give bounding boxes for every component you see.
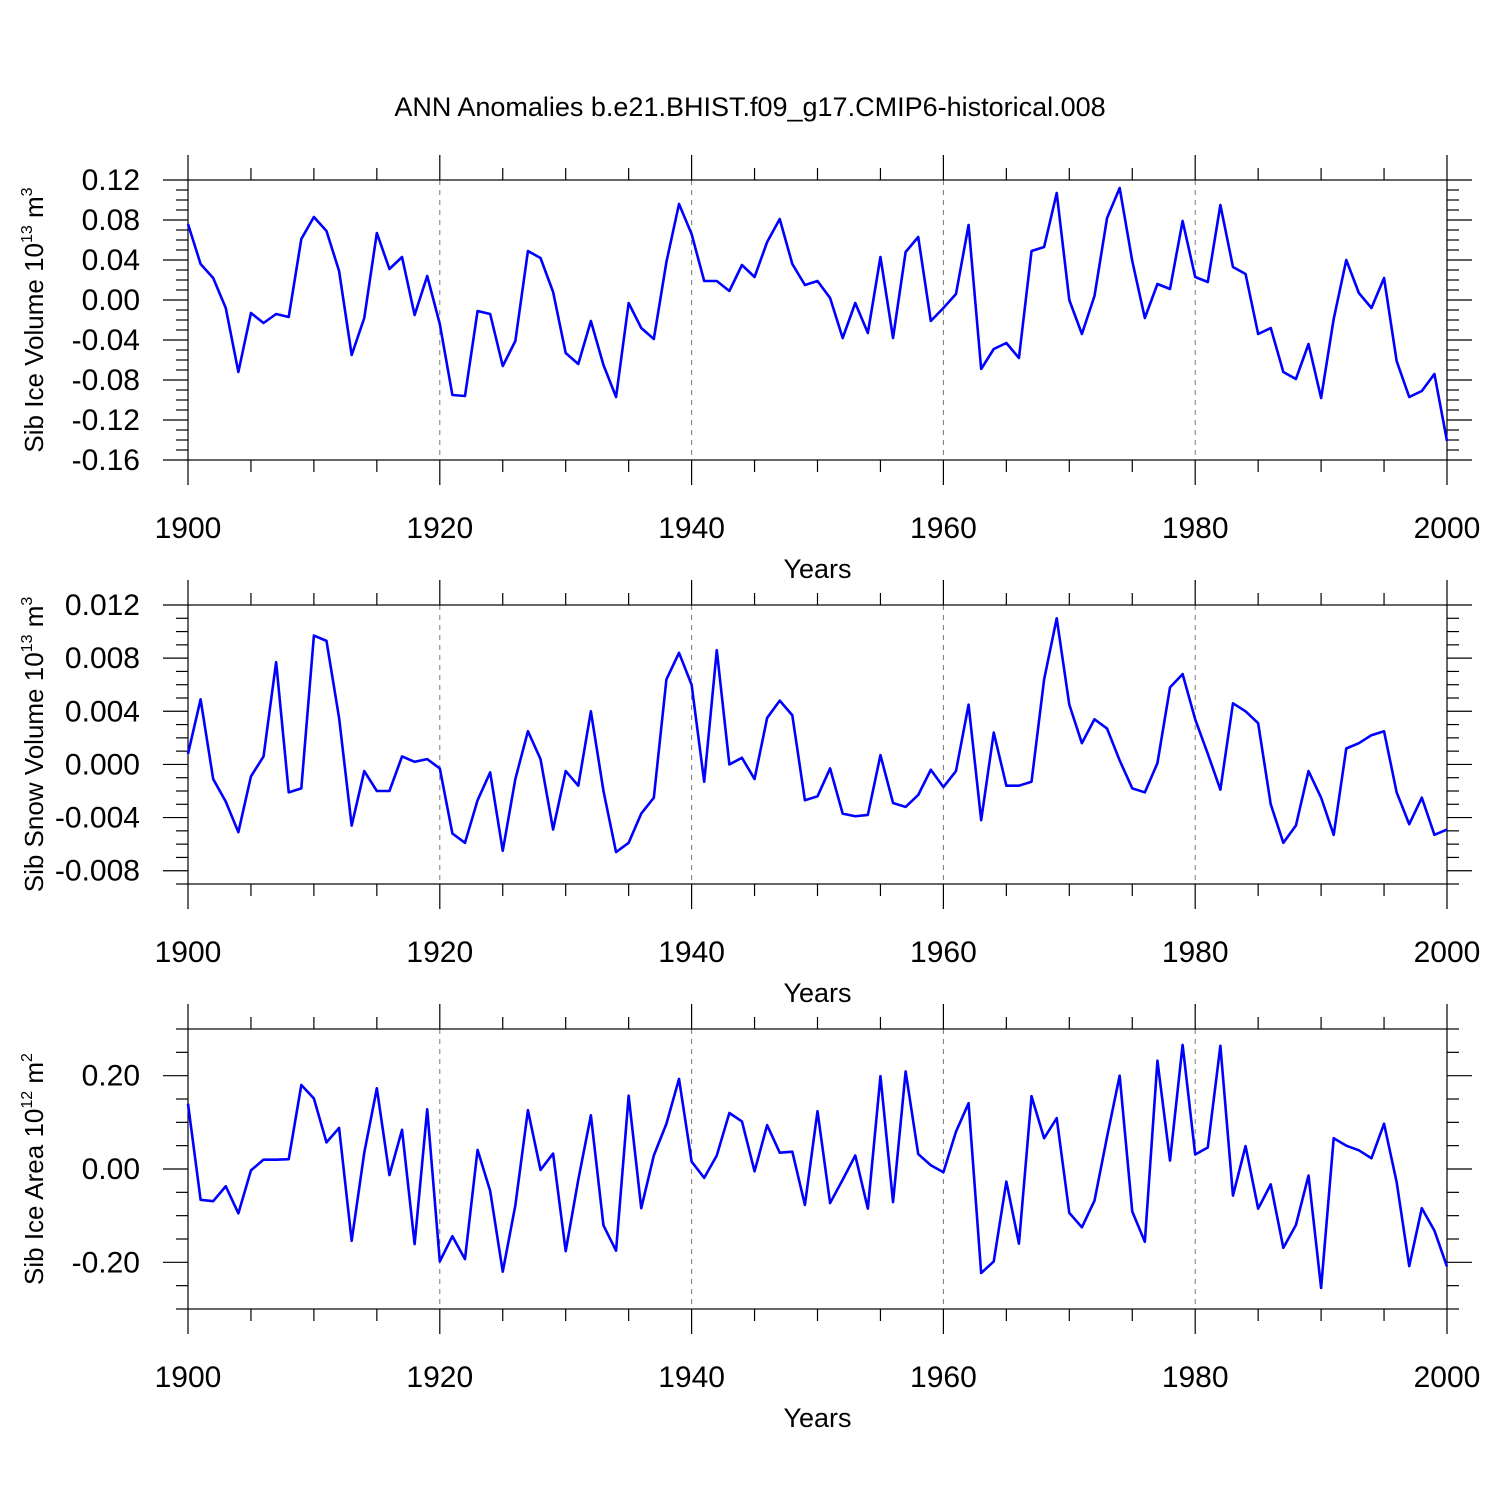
snow-volume-ytick-label: 0.000 bbox=[65, 748, 140, 781]
ice-area-ytick-label: -0.20 bbox=[72, 1246, 140, 1279]
ice-area-series-line bbox=[186, 1043, 1449, 1290]
snow-volume-xtick-label: 1960 bbox=[910, 936, 977, 969]
snow-volume-xtick-label: 2000 bbox=[1414, 936, 1481, 969]
snow-volume-series-line bbox=[186, 616, 1448, 854]
ice-volume-xtick-label: 1980 bbox=[1162, 512, 1229, 545]
ice-volume-ytick-label: 0.04 bbox=[82, 244, 140, 277]
ice-area-xtick-label: 1940 bbox=[658, 1361, 725, 1394]
snow-volume-ytick-label: 0.004 bbox=[65, 695, 140, 728]
snow-volume-ylabel-exp: 13 bbox=[19, 634, 36, 652]
ice-area-ylabel-unit-exp: 2 bbox=[19, 1053, 36, 1062]
ice-volume-ytick-label: -0.08 bbox=[72, 364, 140, 397]
ice-area-xtick-label: 1900 bbox=[155, 1361, 222, 1394]
panel-ice-volume: -0.16 -0.12 -0.08 -0.04 0.00 0.04 0.08 0.12 1900… bbox=[19, 155, 1480, 584]
snow-volume-ylabel-unit: m bbox=[19, 606, 49, 635]
ice-volume-ylabel-unit-exp: 3 bbox=[19, 187, 36, 196]
ice-volume-ylabel-unit: m bbox=[19, 196, 49, 225]
ice-area-ylabel-main: Sib Ice Area 10 bbox=[19, 1109, 49, 1285]
snow-volume-ylabel: Sib Snow Volume 1013 m3 bbox=[19, 597, 49, 893]
ice-volume-ytick-label: 0.08 bbox=[82, 204, 140, 237]
ice-volume-ytick-label: -0.16 bbox=[72, 444, 140, 477]
snow-volume-ylabel-main: Sib Snow Volume 10 bbox=[19, 652, 49, 892]
ice-area-xlabel: Years bbox=[783, 1403, 851, 1433]
snow-volume-ylabel-unit-exp: 3 bbox=[19, 597, 36, 606]
ice-volume-xlabel: Years bbox=[783, 554, 851, 584]
snow-volume-ytick-label: -0.008 bbox=[55, 855, 140, 888]
ice-volume-ytick-label: -0.04 bbox=[72, 324, 140, 357]
ice-area-ytick-label: 0.20 bbox=[82, 1060, 140, 1093]
ice-area-ylabel: Sib Ice Area 1012 m2 bbox=[19, 1053, 49, 1285]
ice-volume-xtick-label: 1920 bbox=[406, 512, 473, 545]
ice-volume-xtick-label: 1900 bbox=[155, 512, 222, 545]
snow-volume-xtick-label: 1920 bbox=[406, 936, 473, 969]
snow-volume-xlabel: Years bbox=[783, 978, 851, 1008]
snow-volume-ytick-label: -0.004 bbox=[55, 802, 140, 835]
ice-area-ylabel-exp: 12 bbox=[19, 1091, 36, 1109]
ice-volume-ytick-label: -0.12 bbox=[72, 404, 140, 437]
ice-area-xtick-label: 1920 bbox=[406, 1361, 473, 1394]
snow-volume-xtick-label: 1900 bbox=[155, 936, 222, 969]
ice-volume-xtick-label: 1960 bbox=[910, 512, 977, 545]
ice-area-xtick-label: 1980 bbox=[1162, 1361, 1229, 1394]
ice-area-ylabel-unit: m bbox=[19, 1062, 49, 1091]
ice-volume-ylabel-main: Sib Ice Volume 10 bbox=[19, 243, 49, 453]
ice-volume-ylabel: Sib Ice Volume 1013 m3 bbox=[19, 187, 49, 452]
ice-area-xtick-label: 2000 bbox=[1414, 1361, 1481, 1394]
ice-volume-ytick-label: 0.12 bbox=[82, 164, 140, 197]
ice-volume-series-line bbox=[186, 186, 1449, 442]
ice-volume-xtick-label: 2000 bbox=[1414, 512, 1481, 545]
snow-volume-ytick-label: 0.008 bbox=[65, 642, 140, 675]
figure-title: ANN Anomalies b.e21.BHIST.f09_g17.CMIP6-… bbox=[394, 92, 1105, 122]
ice-area-xtick-label: 1960 bbox=[910, 1361, 977, 1394]
ice-volume-xtick-label: 1940 bbox=[658, 512, 725, 545]
panel-ice-area: -0.20 0.00 0.20 1900 1920 1940 1960 1980 2000 Yea… bbox=[19, 1004, 1480, 1433]
snow-volume-ytick-label: 0.012 bbox=[65, 589, 140, 622]
panel-snow-volume: -0.008 -0.004 0.000 0.004 0.008 0.012 1900 1920… bbox=[19, 580, 1480, 1008]
ice-area-ytick-label: 0.00 bbox=[82, 1153, 140, 1186]
ice-volume-ytick-label: 0.00 bbox=[82, 284, 140, 317]
snow-volume-xtick-label: 1940 bbox=[658, 936, 725, 969]
snow-volume-xtick-label: 1980 bbox=[1162, 936, 1229, 969]
ice-volume-ylabel-exp: 13 bbox=[19, 225, 36, 243]
